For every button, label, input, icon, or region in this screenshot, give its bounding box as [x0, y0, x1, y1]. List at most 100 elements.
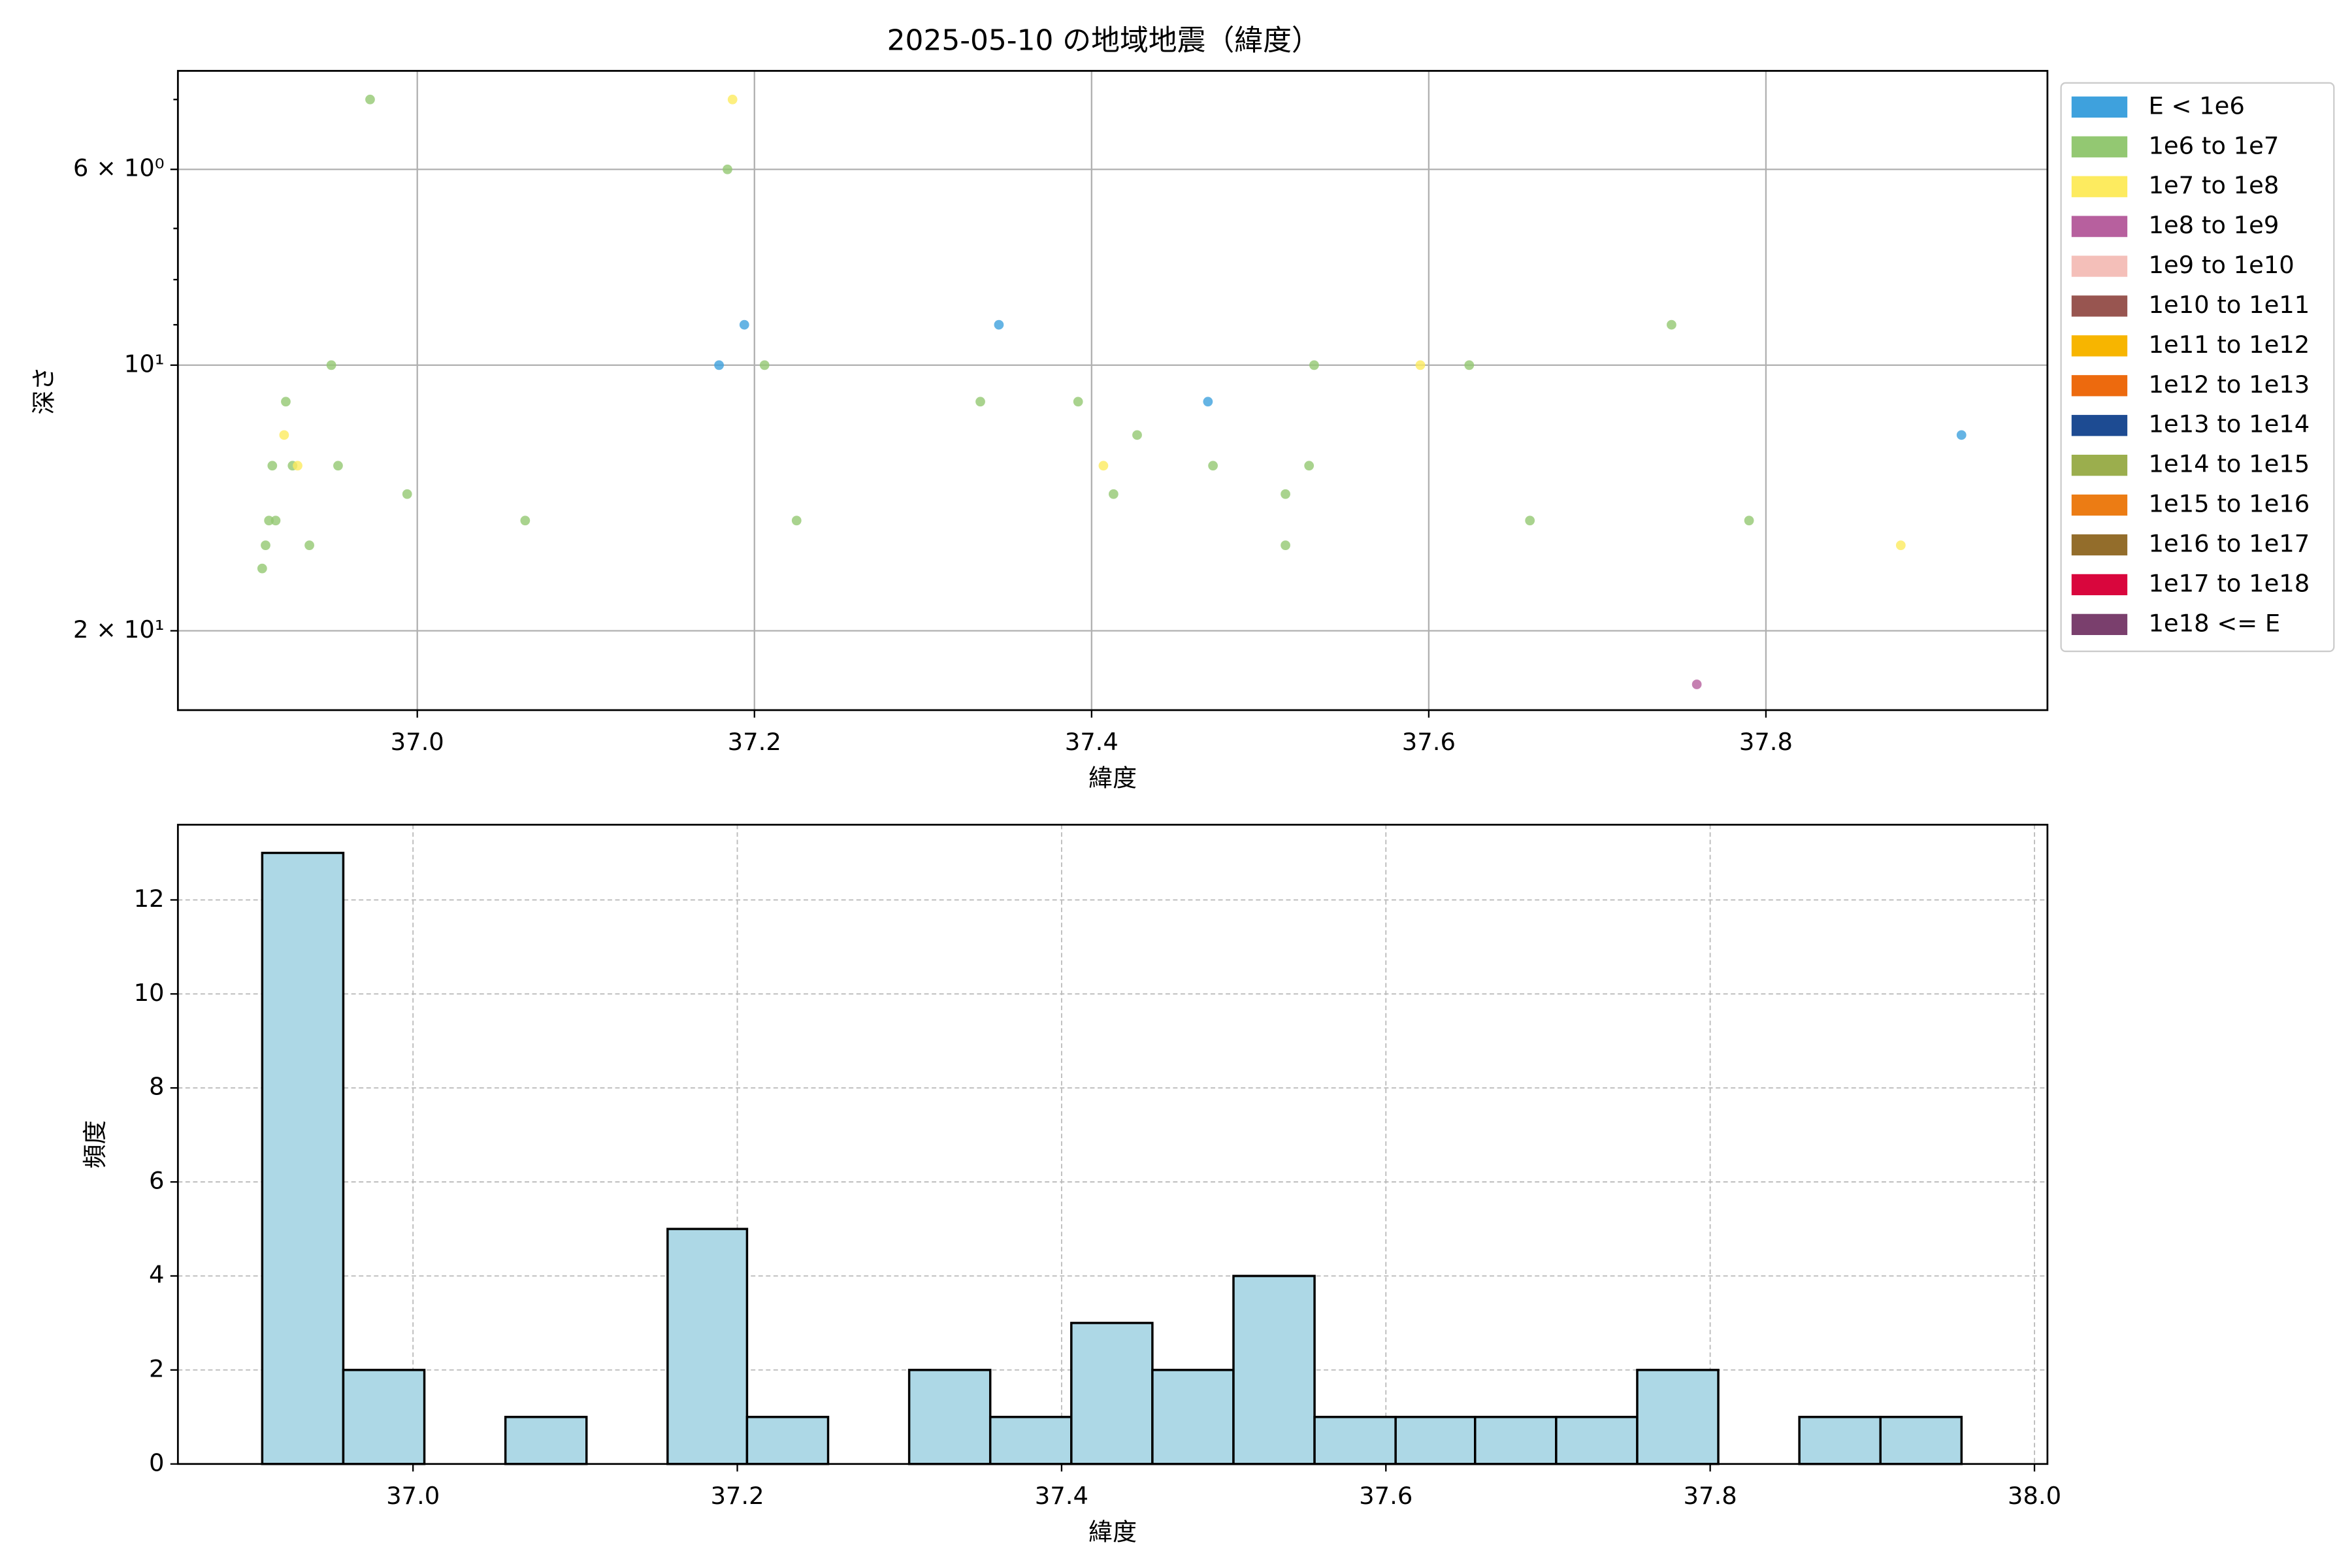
legend-label: 1e7 to 1e8: [2148, 171, 2279, 199]
data-point: [267, 461, 278, 471]
legend-label: 1e6 to 1e7: [2148, 131, 2279, 159]
data-point: [333, 461, 343, 471]
y-tick-label: 12: [134, 885, 165, 913]
axes-frame: [176, 70, 2049, 711]
data-point: [1281, 489, 1290, 499]
legend-label: 1e12 to 1e13: [2148, 370, 2310, 399]
data-point: [714, 360, 724, 370]
y-tick-label: 4: [149, 1260, 164, 1288]
y-tick-label: 0: [149, 1448, 164, 1477]
data-point: [1281, 540, 1290, 550]
data-point: [1208, 461, 1218, 471]
bar: [1879, 1416, 1963, 1465]
legend-label: 1e11 to 1e12: [2148, 331, 2310, 359]
x-tick-label: 37.6: [1359, 1482, 1413, 1510]
data-point: [270, 515, 281, 526]
legend-swatch: [2071, 375, 2128, 397]
data-point: [1098, 461, 1109, 471]
data-point: [257, 563, 267, 574]
bar: [907, 1369, 992, 1465]
data-point: [261, 540, 270, 550]
legend-label: 1e10 to 1e11: [2148, 291, 2310, 319]
x-tick-label: 37.4: [1035, 1482, 1088, 1510]
x-tick-label: 37.0: [391, 728, 444, 756]
bar: [1232, 1275, 1316, 1465]
legend-swatch: [2071, 574, 2128, 596]
legend-swatch: [2071, 216, 2128, 237]
data-point: [304, 540, 314, 550]
bar: [666, 1228, 749, 1465]
data-point: [1073, 397, 1083, 407]
data-point: [1744, 515, 1754, 526]
data-point: [739, 319, 749, 330]
legend-box: [2060, 82, 2335, 653]
y-tick-label: 2 × 10¹: [73, 615, 165, 644]
legend-swatch: [2071, 176, 2128, 197]
data-point: [402, 489, 412, 499]
y-tick-label: 2: [149, 1354, 164, 1382]
bar: [1798, 1416, 1882, 1465]
data-point: [1304, 461, 1315, 471]
bar: [1394, 1416, 1477, 1465]
legend-swatch: [2071, 295, 2128, 317]
data-point: [1667, 319, 1676, 330]
bar: [988, 1416, 1073, 1465]
bar: [342, 1369, 426, 1465]
legend-label: 1e14 to 1e15: [2148, 450, 2310, 478]
x-tick-label: 37.6: [1402, 728, 1456, 756]
data-point: [994, 319, 1004, 330]
legend-swatch: [2071, 534, 2128, 556]
data-point: [1464, 360, 1475, 370]
legend-swatch: [2071, 455, 2128, 476]
data-point: [1108, 489, 1119, 499]
bar: [1151, 1369, 1235, 1465]
data-point: [1132, 430, 1142, 440]
data-point: [365, 94, 375, 105]
legend-label: 1e18 <= E: [2148, 609, 2280, 637]
legend-label: 1e8 to 1e9: [2148, 211, 2279, 239]
legend-label: 1e9 to 1e10: [2148, 251, 2294, 279]
data-point: [281, 397, 291, 407]
data-point: [1895, 540, 1906, 550]
data-point: [1309, 360, 1319, 370]
bar: [261, 851, 345, 1465]
y-axis-label: 深さ: [30, 367, 58, 415]
data-point: [1691, 679, 1702, 689]
data-point: [727, 94, 738, 105]
legend-label: E < 1e6: [2148, 91, 2244, 120]
data-point: [1415, 360, 1426, 370]
legend-swatch: [2071, 494, 2128, 516]
bar: [1313, 1416, 1397, 1465]
data-point: [1956, 430, 1967, 440]
axes-frame: [176, 823, 2049, 1465]
bar: [745, 1416, 830, 1465]
x-tick-label: 37.8: [1739, 728, 1793, 756]
x-tick-label: 38.0: [2008, 1482, 2061, 1510]
y-tick-label: 10¹: [124, 350, 165, 378]
legend-swatch: [2071, 335, 2128, 357]
legend-swatch: [2071, 96, 2128, 118]
data-point: [791, 515, 802, 526]
data-point: [520, 515, 531, 526]
x-tick-label: 37.0: [386, 1482, 440, 1510]
data-point: [279, 430, 289, 440]
legend-label: 1e15 to 1e16: [2148, 490, 2310, 518]
x-tick-label: 37.8: [1684, 1482, 1737, 1510]
data-point: [723, 164, 732, 174]
chart-title: 2025-05-10 の地域地震（緯度）: [887, 24, 1320, 57]
legend-label: 1e17 to 1e18: [2148, 569, 2310, 597]
legend-label: 1e16 to 1e17: [2148, 530, 2310, 558]
legend-swatch: [2071, 136, 2128, 157]
y-axis-label: 頻度: [81, 1120, 109, 1169]
data-point: [1525, 515, 1535, 526]
x-axis-label: 緯度: [1088, 764, 1137, 792]
bar: [1474, 1416, 1558, 1465]
x-tick-label: 37.2: [710, 1482, 764, 1510]
y-tick-label: 10: [134, 979, 165, 1007]
y-tick-label: 8: [149, 1073, 164, 1101]
y-tick-label: 6 × 10⁰: [73, 154, 165, 182]
data-point: [293, 461, 302, 471]
y-tick-label: 6: [149, 1167, 164, 1195]
bar: [1555, 1416, 1639, 1465]
